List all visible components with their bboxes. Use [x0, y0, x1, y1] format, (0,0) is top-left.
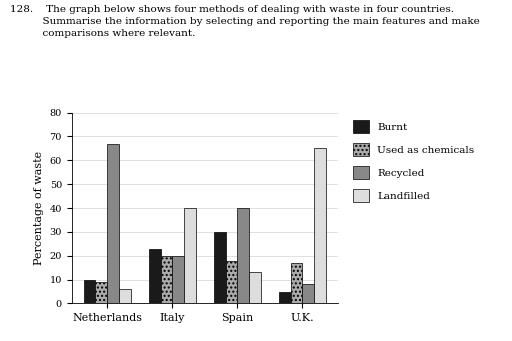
Bar: [161, 256, 172, 303]
Bar: [291, 263, 303, 303]
Bar: [184, 208, 196, 303]
Bar: [119, 289, 131, 303]
Bar: [314, 148, 326, 303]
Bar: [238, 208, 249, 303]
Y-axis label: Percentage of waste: Percentage of waste: [34, 151, 44, 265]
Bar: [149, 249, 161, 303]
Bar: [96, 282, 107, 303]
Bar: [226, 261, 238, 303]
Bar: [84, 280, 96, 303]
Bar: [249, 272, 261, 303]
Bar: [214, 232, 226, 303]
Text: 128.    The graph below shows four methods of dealing with waste in four countri: 128. The graph below shows four methods …: [10, 5, 480, 38]
Bar: [172, 256, 184, 303]
Bar: [279, 292, 291, 303]
Legend: Burnt, Used as chemicals, Recycled, Landfilled: Burnt, Used as chemicals, Recycled, Land…: [351, 118, 476, 204]
Bar: [303, 284, 314, 303]
Bar: [107, 144, 119, 303]
